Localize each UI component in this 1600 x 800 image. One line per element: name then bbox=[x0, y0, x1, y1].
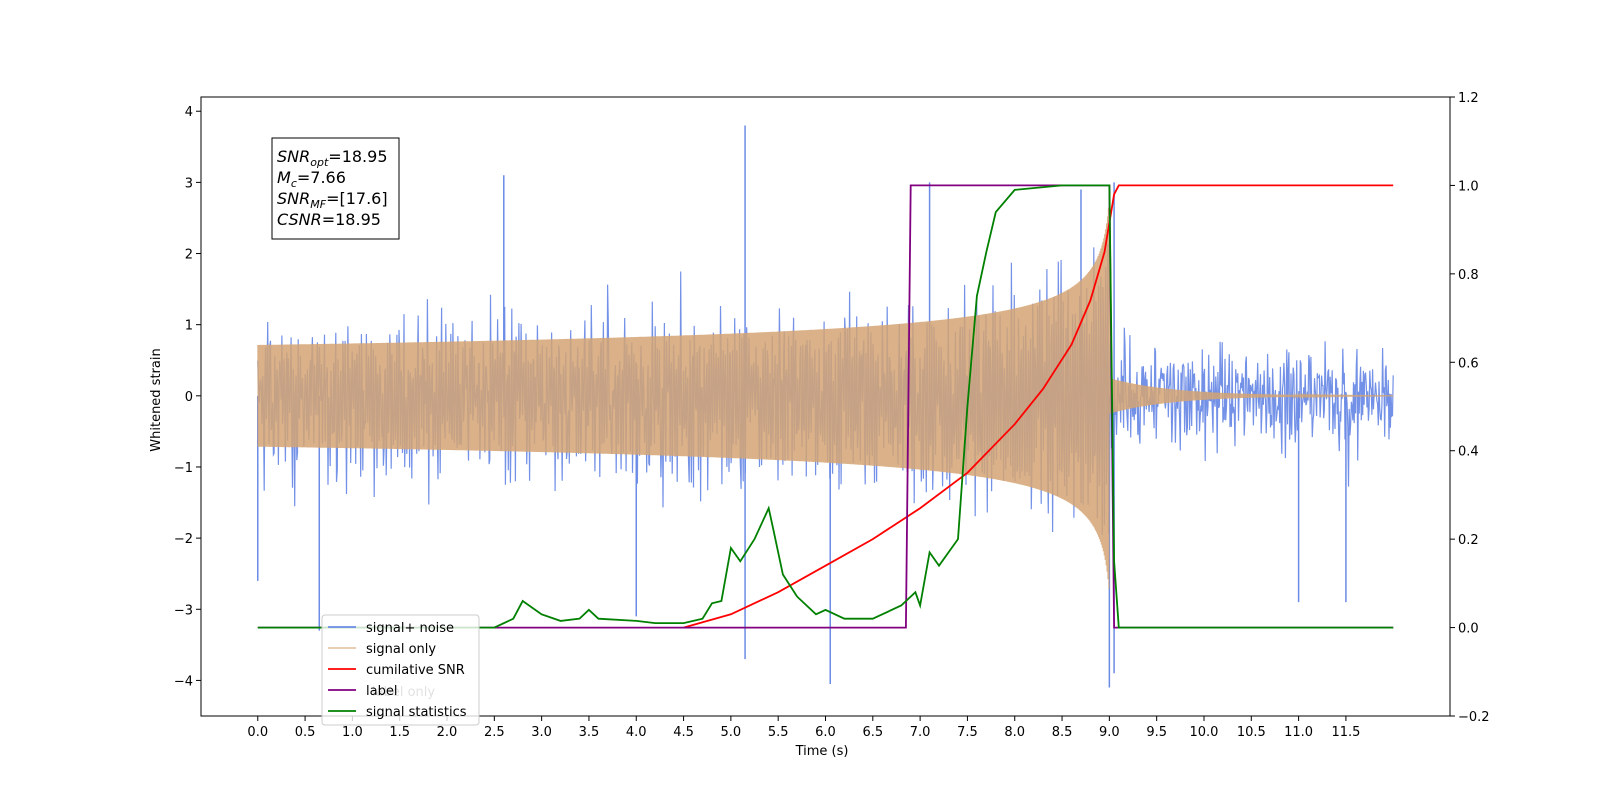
y-axis-label: Whitened strain bbox=[149, 348, 164, 451]
x-tick-label: 9.0 bbox=[1099, 725, 1120, 740]
x-tick-label: 1.5 bbox=[389, 725, 410, 740]
y-tick-label: −2 bbox=[174, 532, 193, 547]
series-line-cumulative-snr bbox=[683, 184, 1394, 629]
y-axis-right: −0.2 0.0 0.2 0.4 0.6 0.8 1.0 1.2 bbox=[1450, 91, 1490, 725]
x-tick-label: 11.5 bbox=[1331, 725, 1360, 740]
x-tick-label: 5.0 bbox=[721, 725, 742, 740]
x-axis: 0.0 0.5 1.0 1.5 2.0 2.5 3.0 3.5 4.0 4.5 5.0 5.5 6.0 6… bbox=[247, 716, 1360, 740]
y-right-tick-label: 0.2 bbox=[1458, 533, 1479, 548]
legend-frame bbox=[321, 614, 480, 726]
x-tick-label: 5.5 bbox=[768, 725, 789, 740]
x-tick-label: 6.5 bbox=[862, 725, 883, 740]
x-tick-label: 4.5 bbox=[673, 725, 694, 740]
y-right-tick-label: 0.0 bbox=[1458, 622, 1479, 637]
x-tick-label: 8.0 bbox=[1004, 725, 1025, 740]
y-right-tick-label: 1.0 bbox=[1458, 179, 1479, 194]
series-line-signal-statistics bbox=[257, 184, 1394, 629]
x-tick-label: 1.0 bbox=[342, 725, 363, 740]
legend-label: signal+ noise bbox=[366, 621, 454, 636]
info-box-frame bbox=[271, 137, 400, 240]
legend-label: label bbox=[366, 684, 397, 699]
x-tick-label: 10.5 bbox=[1237, 725, 1266, 740]
y-axis-left: −4 −3 −2 −1 0 1 2 3 4 bbox=[174, 105, 201, 689]
info-line: CSNR=18.95 bbox=[277, 210, 381, 229]
x-tick-label: 9.5 bbox=[1146, 725, 1167, 740]
x-tick-label: 2.0 bbox=[437, 725, 458, 740]
y-tick-label: −1 bbox=[174, 461, 193, 476]
y-right-tick-label: 1.2 bbox=[1458, 91, 1479, 106]
y-tick-label: −4 bbox=[174, 674, 193, 689]
y-tick-label: 1 bbox=[185, 319, 193, 334]
x-tick-label: 0.5 bbox=[295, 725, 316, 740]
x-tick-label: 2.5 bbox=[484, 725, 505, 740]
y-right-tick-label: 0.4 bbox=[1458, 445, 1479, 460]
legend-label: signal only bbox=[366, 642, 436, 657]
series-line-signal-only bbox=[257, 196, 1394, 590]
x-tick-label: 8.5 bbox=[1052, 725, 1073, 740]
y-right-tick-label: 0.6 bbox=[1458, 356, 1479, 371]
y-tick-label: 3 bbox=[185, 176, 193, 191]
x-tick-label: 4.0 bbox=[626, 725, 647, 740]
info-line: SNRMF=[17.6] bbox=[277, 189, 388, 211]
plot-content bbox=[257, 125, 1394, 688]
x-tick-label: 10.0 bbox=[1190, 725, 1219, 740]
info-line: Mc=7.66 bbox=[277, 168, 346, 190]
x-tick-label: 6.0 bbox=[815, 725, 836, 740]
legend-label: cumilative SNR bbox=[366, 663, 465, 678]
info-line: SNRopt=18.95 bbox=[277, 147, 388, 169]
y-tick-label: 2 bbox=[185, 248, 193, 263]
y-right-tick-label: −0.2 bbox=[1458, 710, 1490, 725]
legend-label: signal statistics bbox=[366, 705, 467, 720]
x-axis-label: Time (s) bbox=[795, 744, 849, 759]
info-box: SNRopt=18.95Mc=7.66SNRMF=[17.6]CSNR=18.9… bbox=[271, 137, 400, 240]
y-tick-label: 4 bbox=[185, 105, 193, 120]
x-tick-label: 11.0 bbox=[1284, 725, 1313, 740]
x-tick-label: 7.5 bbox=[957, 725, 978, 740]
x-tick-label: 0.0 bbox=[247, 725, 268, 740]
y-right-tick-label: 0.8 bbox=[1458, 268, 1479, 283]
x-tick-label: 3.0 bbox=[531, 725, 552, 740]
y-tick-label: 0 bbox=[185, 390, 193, 405]
y-tick-label: −3 bbox=[174, 603, 193, 618]
x-tick-label: 7.0 bbox=[910, 725, 931, 740]
x-tick-label: 3.5 bbox=[579, 725, 600, 740]
